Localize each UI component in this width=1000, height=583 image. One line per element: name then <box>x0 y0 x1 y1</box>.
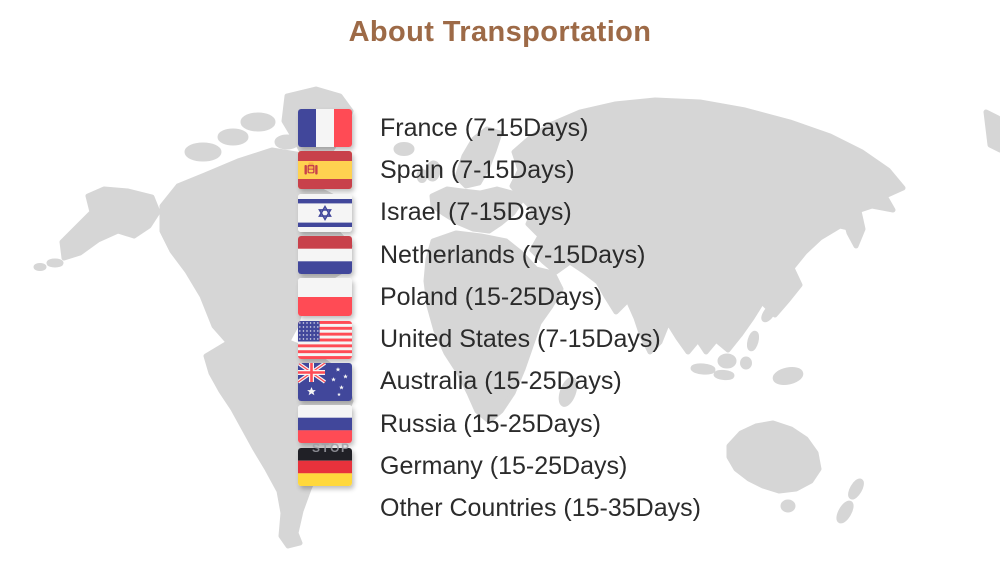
france-flag-icon <box>298 109 352 148</box>
netherlands-flag-icon <box>298 236 352 275</box>
country-row-australia: Australia (15-25Days) <box>298 361 701 403</box>
country-row-netherlands: Netherlands (7-15Days) <box>298 234 701 276</box>
shipping-list: France (7-15Days) Spain (7-15Days) Israe… <box>298 107 701 530</box>
country-shipping-label: Russia (15-25Days) <box>380 409 601 438</box>
poland-flag-icon <box>298 278 352 317</box>
country-row-russia: Russia (15-25Days) <box>298 403 701 445</box>
country-row-other-countries: Other Countries (15-35Days) <box>298 488 701 530</box>
country-shipping-label: Australia (15-25Days) <box>380 367 622 396</box>
country-shipping-label: Spain (7-15Days) <box>380 155 575 184</box>
country-row-france: France (7-15Days) <box>298 107 701 149</box>
united-states-flag-icon <box>298 320 352 359</box>
country-shipping-label: Germany (15-25Days) <box>380 452 628 481</box>
country-shipping-label: Poland (15-25Days) <box>380 282 603 311</box>
country-row-germany: Germany (15-25Days) <box>298 445 701 487</box>
country-row-israel: Israel (7-15Days) <box>298 192 701 234</box>
australia-flag-icon <box>298 362 352 401</box>
country-shipping-label: Other Countries (15-35Days) <box>380 494 701 523</box>
russia-flag-icon <box>298 405 352 444</box>
country-shipping-label: France (7-15Days) <box>380 113 589 142</box>
country-row-poland: Poland (15-25Days) <box>298 276 701 318</box>
country-shipping-label: Israel (7-15Days) <box>380 198 572 227</box>
country-shipping-label: Netherlands (7-15Days) <box>380 240 646 269</box>
israel-flag-icon <box>298 193 352 232</box>
country-shipping-label: United States (7-15Days) <box>380 325 661 354</box>
country-row-spain: Spain (7-15Days) <box>298 149 701 191</box>
germany-flag-icon <box>298 447 352 486</box>
page-title: About Transportation <box>348 16 652 48</box>
watermark-text: STOP LO <box>312 441 354 455</box>
country-row-united-states: United States (7-15Days) <box>298 318 701 360</box>
spain-flag-icon <box>298 151 352 190</box>
